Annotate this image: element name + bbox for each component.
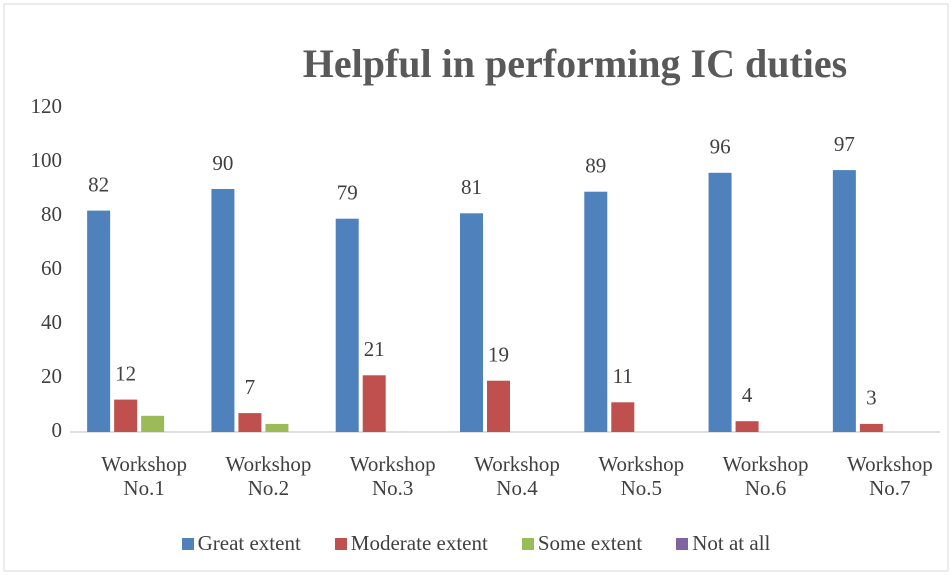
x-tick-label: Workshop No.2 [225, 452, 312, 500]
y-tick-label: 120 [31, 94, 63, 118]
data-label: 11 [613, 364, 633, 388]
data-label: 96 [710, 135, 731, 159]
bar [735, 421, 759, 432]
bar [238, 413, 262, 432]
legend-item: Some extent [521, 531, 643, 556]
bar [87, 210, 111, 432]
legend-swatch [521, 537, 534, 550]
y-tick-label: 20 [41, 364, 62, 388]
legend-item: Great extent [181, 531, 301, 556]
y-tick-label: 60 [41, 256, 62, 280]
legend-item: Not at all [676, 531, 770, 556]
x-tick-label: Workshop No.4 [474, 452, 560, 500]
legend-item: Moderate extent [334, 531, 488, 556]
data-label: 21 [364, 337, 385, 361]
y-tick-label: 0 [52, 418, 63, 442]
data-label: 82 [88, 172, 109, 196]
legend-swatch [676, 537, 689, 550]
bar [460, 213, 483, 432]
bar [584, 191, 608, 432]
bar [487, 380, 510, 432]
bar [141, 415, 165, 432]
data-label: 89 [585, 154, 606, 178]
data-label: 97 [834, 132, 855, 156]
data-label: 79 [337, 181, 358, 205]
data-label: 12 [115, 361, 136, 385]
data-label: 7 [245, 375, 256, 399]
bar [611, 402, 635, 432]
chart-title: Helpful in performing IC duties [303, 41, 847, 86]
bar [265, 423, 289, 432]
legend-label: Not at all [692, 531, 771, 555]
x-tick-label: Workshop No.3 [349, 452, 436, 500]
legend-swatch [181, 537, 194, 550]
y-tick-label: 80 [41, 202, 62, 226]
bar [859, 423, 883, 432]
data-label: 4 [742, 383, 753, 407]
bar [211, 189, 235, 432]
data-label: 3 [866, 386, 877, 410]
x-tick-label: Workshop No.5 [598, 452, 685, 500]
data-label: 90 [212, 151, 233, 175]
bar [708, 172, 732, 433]
x-tick-label: Workshop No.7 [846, 452, 933, 500]
legend-label: Some extent [537, 531, 643, 555]
x-tick-label: Workshop No.6 [722, 452, 809, 500]
y-tick-label: 100 [31, 148, 63, 172]
bar [362, 375, 386, 432]
legend-swatch [334, 537, 347, 550]
legend: Great extent Moderate extent Some extent No… [0, 531, 952, 556]
x-tick-label: Workshop No.1 [101, 452, 188, 500]
y-tick-label: 40 [41, 310, 62, 334]
bar [335, 218, 359, 432]
legend-label: Moderate extent [350, 531, 488, 555]
bar [832, 170, 856, 432]
bar [114, 399, 138, 432]
legend-label: Great extent [197, 531, 301, 555]
data-label: 19 [488, 343, 509, 367]
data-label: 81 [461, 175, 482, 199]
